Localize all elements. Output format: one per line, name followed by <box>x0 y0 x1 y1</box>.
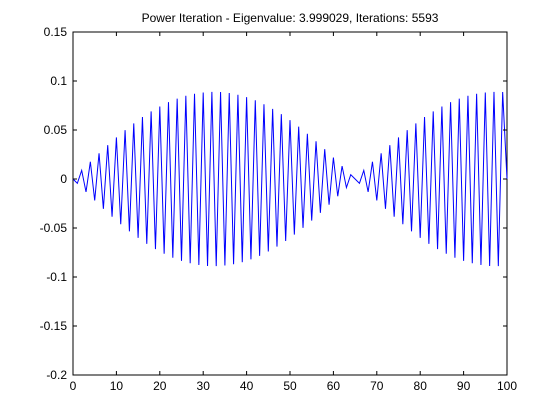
x-tick-label: 0 <box>70 379 77 393</box>
series-layer <box>72 91 508 267</box>
y-tick-label: -0.15 <box>40 319 68 333</box>
y-tick-label: 0 <box>60 172 67 186</box>
x-axis: 0 10 20 30 40 50 60 70 80 90 100 <box>70 32 517 393</box>
x-tick-label: 50 <box>283 379 297 393</box>
y-tick-label: 0.15 <box>44 25 68 39</box>
y-axis: -0.2 -0.15 -0.1 -0.05 0 0.05 0.1 0.15 <box>40 25 507 382</box>
x-tick-label: 100 <box>497 379 517 393</box>
x-tick-label: 60 <box>327 379 341 393</box>
x-tick-label: 70 <box>370 379 384 393</box>
y-tick-label: -0.2 <box>46 368 67 382</box>
y-tick-label: 0.05 <box>44 123 68 137</box>
x-tick-label: 90 <box>457 379 471 393</box>
y-tick-label: -0.1 <box>46 270 67 284</box>
chart-title: Power Iteration - Eigenvalue: 3.999029, … <box>142 11 439 25</box>
x-tick-label: 80 <box>414 379 428 393</box>
x-tick-label: 20 <box>153 379 167 393</box>
y-tick-label: 0.1 <box>50 74 67 88</box>
plot-area <box>72 31 508 376</box>
x-tick-label: 40 <box>240 379 254 393</box>
x-tick-label: 30 <box>197 379 211 393</box>
x-tick-label: 10 <box>110 379 124 393</box>
series-line <box>72 91 508 267</box>
y-tick-label: -0.05 <box>40 221 68 235</box>
